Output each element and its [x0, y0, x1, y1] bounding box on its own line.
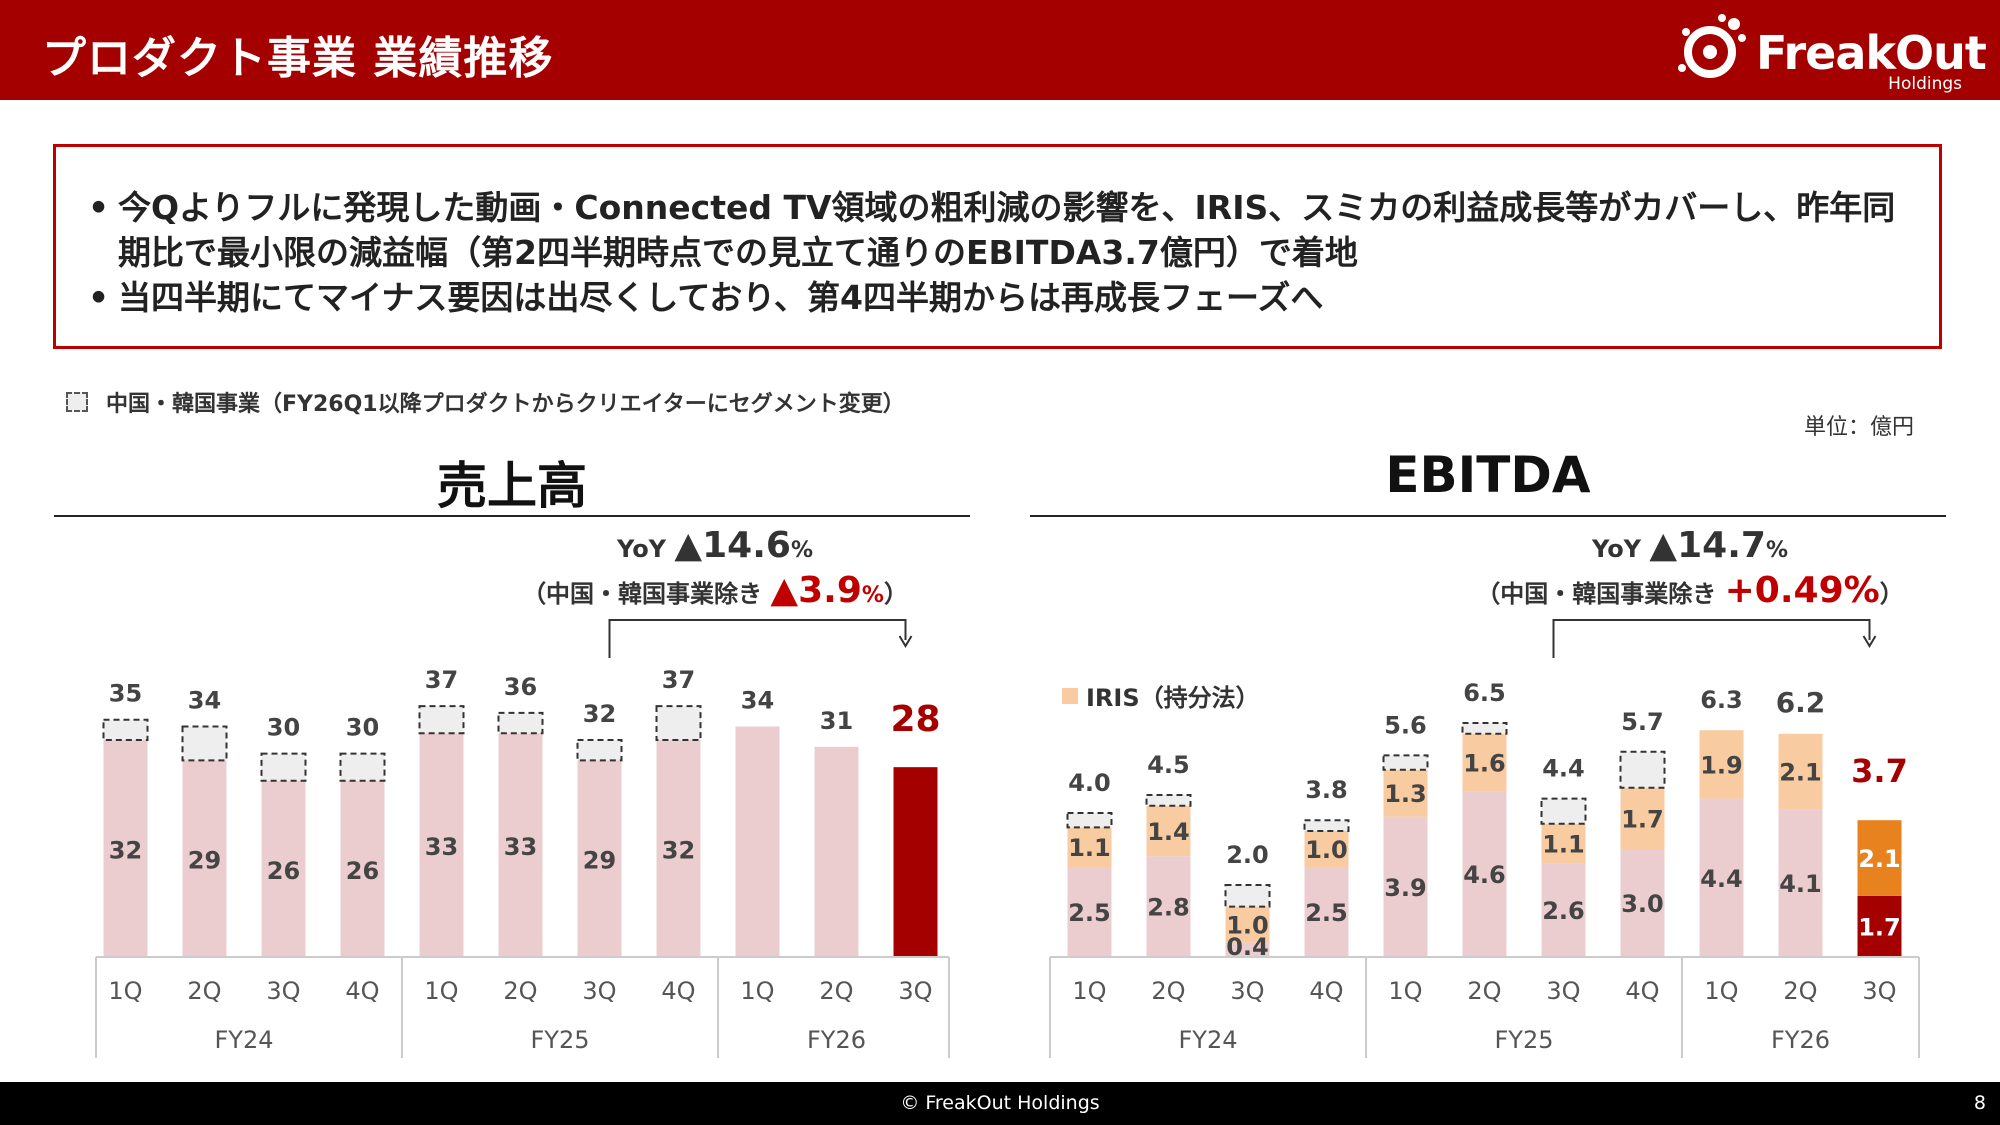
sales-bar [498, 733, 543, 957]
summary-text: 今Qよりフルに発現した動画・Connected TV領域の粗利減の影響を、IRI… [118, 188, 1896, 272]
sales-tick-label: 2Q [819, 977, 853, 1005]
sales-yoy-bracket [608, 619, 907, 658]
sales-china-segment [576, 739, 623, 762]
header-bar: プロダクト事業 業績推移 FreakOut Holdings [0, 0, 2000, 100]
sales-bar [814, 746, 859, 957]
sales-total-label: 34 [188, 686, 221, 714]
ebitda-yoy-main: YoY ▲14.7% [1592, 525, 1788, 566]
sales-bar [419, 733, 464, 957]
ebitda-title-rule [1030, 515, 1946, 517]
sales-china-segment [497, 711, 544, 735]
unit-label: 単位：億円 [1804, 415, 1915, 440]
sales-data-label: 26 [346, 857, 379, 885]
sales-total-label: 32 [583, 700, 616, 728]
sales-total-label: 37 [662, 666, 695, 694]
sales-data-label: 32 [109, 837, 142, 865]
sales-yoy-annotation: YoY ▲14.6% （中国・韓国事業除き ▲3.9%） [520, 525, 910, 611]
summary-text: 当四半期にてマイナス要因は出尽くしており、第4四半期からは再成長フェーズへ [118, 278, 1324, 317]
sales-bar [893, 767, 938, 957]
sales-group-label: FY25 [530, 1026, 589, 1054]
sales-total-label: 30 [267, 714, 300, 742]
sales-data-label: 33 [504, 833, 537, 861]
sales-data-label: 29 [188, 847, 221, 875]
sales-bar [735, 726, 780, 957]
summary-box: • 今Qよりフルに発現した動画・Connected TV領域の粗利減の影響を、IR… [53, 144, 1942, 349]
sales-yoy-arrow [898, 635, 913, 648]
sales-tick-label: 3Q [582, 977, 616, 1005]
sales-bar [103, 740, 148, 957]
sales-group-label: FY26 [807, 1026, 866, 1054]
sales-china-segment [181, 725, 228, 762]
sales-bar [340, 780, 385, 957]
bullet-marker: • [88, 188, 110, 227]
logo-subtitle: Holdings [1888, 74, 1962, 94]
sales-data-label: 32 [662, 837, 695, 865]
sales-tick-label: 4Q [345, 977, 379, 1005]
bullet-marker: • [88, 278, 110, 317]
segment-legend-text: 中国・韓国事業（FY26Q1以降プロダクトからクリエイターにセグメント変更） [106, 392, 905, 417]
ebitda-chart-title: EBITDA [1385, 446, 1591, 504]
sales-chart-title: 売上高 [437, 457, 587, 515]
sales-bar [182, 760, 227, 957]
copyright-text: © FreakOut Holdings [900, 1092, 1100, 1114]
sales-tick-label: 2Q [187, 977, 221, 1005]
dashed-swatch-icon [66, 392, 88, 412]
summary-bullet-1: • 今Qよりフルに発現した動画・Connected TV領域の粗利減の影響を、IR… [88, 185, 1899, 275]
sales-total-label: 28 [890, 699, 940, 740]
sales-group-label: FY24 [214, 1026, 273, 1054]
ebitda-yoy-annotation: YoY ▲14.7% （中国・韓国事業除き +0.49%） [1470, 525, 1910, 611]
sales-total-label: 35 [109, 680, 142, 708]
logo-wordmark: FreakOut [1756, 26, 1987, 80]
sales-tick-label: 1Q [424, 977, 458, 1005]
page-number: 8 [1973, 1092, 1986, 1114]
sales-china-segment [418, 705, 465, 735]
sales-china-segment [339, 752, 386, 782]
sales-total-label: 31 [820, 707, 853, 735]
sales-total-label: 37 [425, 666, 458, 694]
sales-total-label: 36 [504, 673, 537, 701]
iris-swatch-icon [1062, 687, 1078, 704]
sales-tick-label: 4Q [661, 977, 695, 1005]
sales-bar [656, 740, 701, 957]
sales-bar [577, 760, 622, 957]
sales-tick-label: 1Q [740, 977, 774, 1005]
sales-china-segment [260, 752, 307, 782]
footer-bar: © FreakOut Holdings 8 [0, 1082, 2000, 1125]
sales-china-segment [655, 705, 702, 742]
sales-tick-label: 3Q [266, 977, 300, 1005]
iris-legend-text: IRIS（持分法） [1086, 684, 1260, 712]
sales-bar [261, 780, 306, 957]
sales-tick-label: 2Q [503, 977, 537, 1005]
sales-title-rule [54, 515, 970, 517]
sales-data-label: 26 [267, 857, 300, 885]
sales-total-label: 30 [346, 714, 379, 742]
sales-data-label: 29 [583, 847, 616, 875]
logo-mark-icon [1678, 14, 1746, 78]
company-logo: FreakOut Holdings [1672, 10, 1987, 94]
ebitda-yoy-sub: （中国・韓国事業除き +0.49%） [1476, 570, 1904, 611]
sales-data-label: 33 [425, 833, 458, 861]
segment-legend-note: 中国・韓国事業（FY26Q1以降プロダクトからクリエイターにセグメント変更） [66, 386, 905, 418]
iris-legend: IRIS（持分法） [1062, 678, 1260, 713]
summary-bullet-2: • 当四半期にてマイナス要因は出尽くしており、第4四半期からは再成長フェーズへ [88, 275, 1899, 320]
sales-total-label: 34 [741, 686, 774, 714]
sales-tick-label: 1Q [108, 977, 142, 1005]
summary-list: • 今Qよりフルに発現した動画・Connected TV領域の粗利減の影響を、IR… [56, 147, 1939, 320]
sales-china-segment [102, 718, 149, 742]
page-title: プロダクト事業 業績推移 [42, 33, 554, 84]
sales-yoy-sub: （中国・韓国事業除き ▲3.9%） [522, 570, 908, 611]
sales-yoy-main: YoY ▲14.6% [617, 525, 813, 566]
sales-tick-label: 3Q [898, 977, 932, 1005]
